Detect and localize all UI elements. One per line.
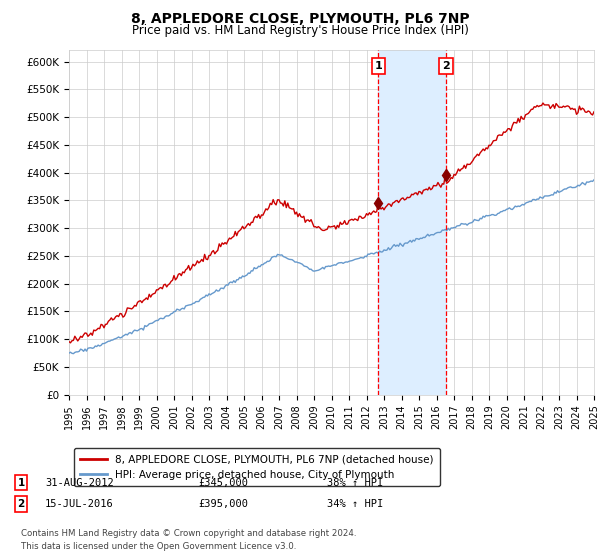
Text: 2: 2	[17, 499, 25, 509]
Text: Contains HM Land Registry data © Crown copyright and database right 2024.: Contains HM Land Registry data © Crown c…	[21, 529, 356, 538]
Bar	[378, 50, 446, 395]
Text: £395,000: £395,000	[198, 499, 248, 509]
Text: 38% ↑ HPI: 38% ↑ HPI	[327, 478, 383, 488]
Text: 1: 1	[374, 61, 382, 71]
Text: £345,000: £345,000	[198, 478, 248, 488]
Text: 15-JUL-2016: 15-JUL-2016	[45, 499, 114, 509]
Text: 34% ↑ HPI: 34% ↑ HPI	[327, 499, 383, 509]
Legend: 8, APPLEDORE CLOSE, PLYMOUTH, PL6 7NP (detached house), HPI: Average price, deta: 8, APPLEDORE CLOSE, PLYMOUTH, PL6 7NP (d…	[74, 448, 440, 486]
Text: This data is licensed under the Open Government Licence v3.0.: This data is licensed under the Open Gov…	[21, 542, 296, 550]
Text: Price paid vs. HM Land Registry's House Price Index (HPI): Price paid vs. HM Land Registry's House …	[131, 24, 469, 36]
Text: 2: 2	[442, 61, 450, 71]
Text: 1: 1	[17, 478, 25, 488]
Text: 31-AUG-2012: 31-AUG-2012	[45, 478, 114, 488]
Text: 8, APPLEDORE CLOSE, PLYMOUTH, PL6 7NP: 8, APPLEDORE CLOSE, PLYMOUTH, PL6 7NP	[131, 12, 469, 26]
